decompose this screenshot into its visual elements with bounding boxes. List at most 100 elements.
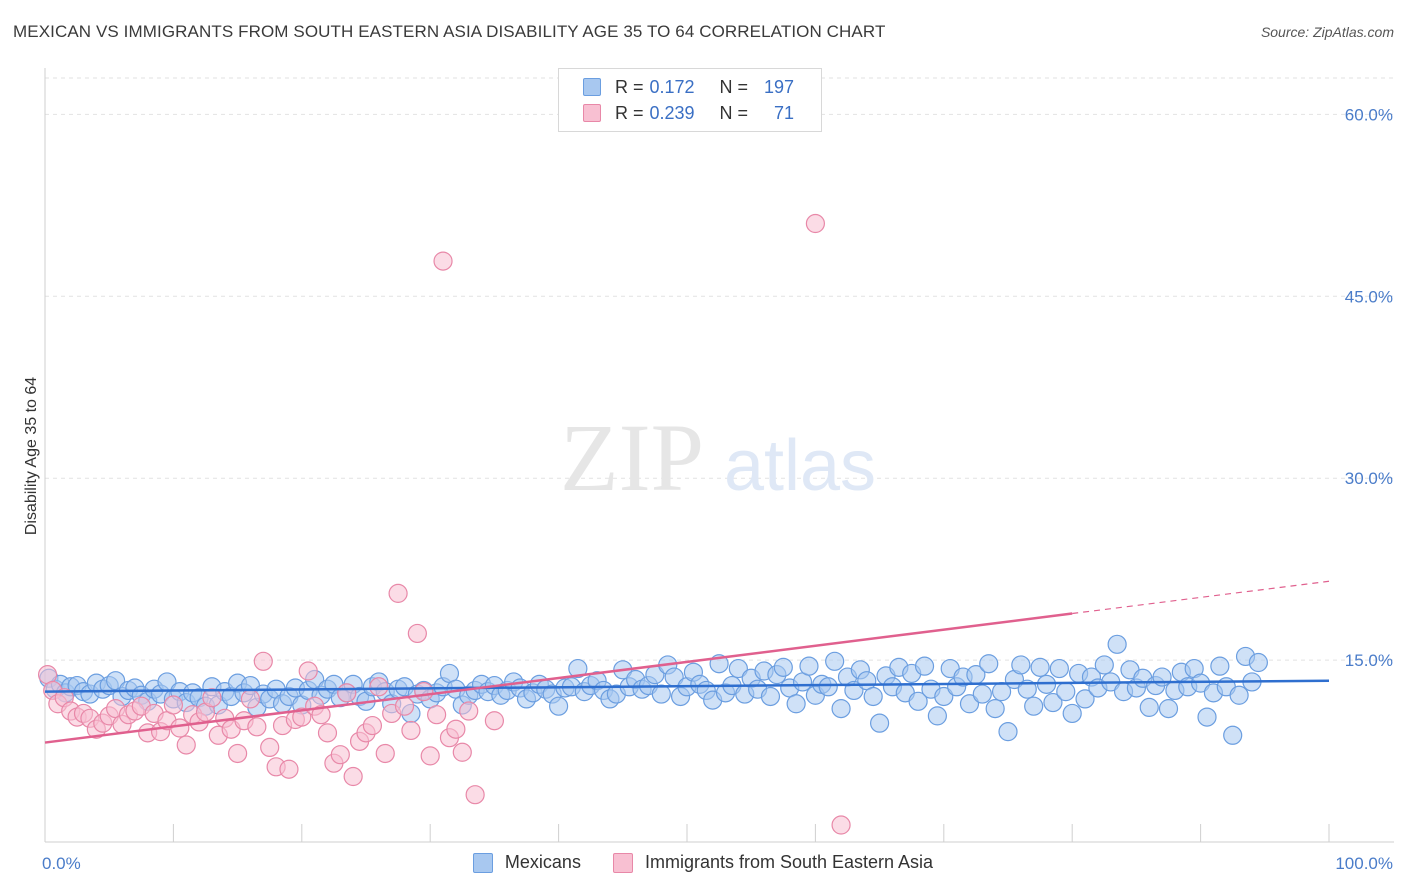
data-point xyxy=(414,682,434,702)
data-point xyxy=(446,719,466,739)
data-point xyxy=(548,696,569,716)
data-point xyxy=(1190,673,1211,693)
data-point xyxy=(253,651,273,671)
data-point xyxy=(651,684,671,704)
series-immigrants-sea xyxy=(37,213,851,835)
data-point xyxy=(934,686,954,707)
legend-n-value: 71 xyxy=(774,102,795,123)
legend-swatch-mexicans xyxy=(583,78,601,96)
data-point xyxy=(1158,699,1179,719)
data-point xyxy=(786,694,806,714)
legend-r-value: 0.239 xyxy=(649,102,695,123)
data-point xyxy=(1107,634,1127,654)
data-point xyxy=(799,656,819,676)
data-point xyxy=(1030,657,1050,677)
legend-item-immigrants-sea[interactable]: Immigrants from South Eastern Asia xyxy=(612,852,934,873)
data-point xyxy=(202,688,222,708)
chart-title: MEXICAN VS IMMIGRANTS FROM SOUTH EASTERN… xyxy=(13,22,886,41)
legend-label-immigrants-sea: Immigrants from South Eastern Asia xyxy=(644,852,934,872)
data-point xyxy=(260,737,280,758)
data-point xyxy=(1011,655,1031,675)
watermark-zip: ZIP xyxy=(560,404,704,511)
data-point xyxy=(825,651,845,671)
data-point xyxy=(337,683,357,703)
data-point xyxy=(1056,682,1076,702)
data-point xyxy=(407,623,427,644)
data-point xyxy=(1075,689,1095,709)
data-point xyxy=(401,720,421,741)
trend-lines xyxy=(44,580,1330,744)
data-point xyxy=(1049,658,1069,679)
legend-row-immigrants-sea: R = 0.239 N = 71 xyxy=(583,101,794,125)
data-point xyxy=(927,706,947,726)
data-point xyxy=(452,742,472,762)
watermark: ZIP atlas xyxy=(560,404,876,511)
series-legend: Mexicans Immigrants from South Eastern A… xyxy=(0,852,1406,873)
y-tick-label: 30.0% xyxy=(1345,469,1393,488)
data-point xyxy=(998,722,1018,742)
data-point xyxy=(1223,725,1243,745)
legend-r-value: 0.172 xyxy=(649,76,695,97)
data-point xyxy=(420,746,440,766)
data-point xyxy=(908,691,928,711)
data-point xyxy=(1139,697,1159,717)
data-point xyxy=(427,705,447,725)
data-point xyxy=(247,717,267,737)
data-point xyxy=(568,658,588,679)
legend-r-label: R = xyxy=(615,76,644,97)
data-point xyxy=(465,785,485,805)
trend-line xyxy=(44,679,1330,693)
watermark-atlas: atlas xyxy=(724,426,876,506)
y-tick-label: 45.0% xyxy=(1345,287,1393,306)
data-point xyxy=(1062,703,1082,724)
trend-line xyxy=(44,612,1073,744)
data-point xyxy=(330,745,350,765)
data-point xyxy=(728,658,748,679)
data-point xyxy=(279,759,299,779)
data-point xyxy=(760,686,781,707)
y-tick-label: 60.0% xyxy=(1345,105,1393,124)
correlation-legend: R = 0.172 N = 197 R = 0.239 N = 71 xyxy=(558,68,822,132)
data-point xyxy=(831,699,851,719)
data-point xyxy=(1043,692,1063,713)
x-tick-label: 100.0% xyxy=(1335,854,1393,873)
data-point xyxy=(484,711,504,731)
data-point xyxy=(805,213,826,234)
axes xyxy=(44,68,1394,843)
data-point xyxy=(818,677,838,697)
legend-swatch-mexicans xyxy=(472,852,493,873)
data-point xyxy=(914,656,935,676)
data-point xyxy=(433,251,453,271)
data-point xyxy=(863,686,883,707)
data-point xyxy=(972,684,992,704)
data-point xyxy=(1017,679,1037,699)
data-point xyxy=(343,766,363,787)
data-point xyxy=(362,715,383,736)
data-point xyxy=(831,815,851,835)
data-point xyxy=(163,695,183,715)
x-tick-label: 0.0% xyxy=(42,854,81,873)
grid-lines xyxy=(45,77,1394,661)
data-point xyxy=(311,705,331,725)
data-point xyxy=(292,707,312,727)
tick-labels: 15.0% 30.0% 45.0% 60.0% 0.0% 100.0% xyxy=(42,105,1393,873)
data-point xyxy=(1197,707,1217,727)
legend-n-label: N = xyxy=(719,102,749,123)
data-point xyxy=(959,694,980,714)
data-point xyxy=(170,718,190,738)
data-point xyxy=(1024,696,1044,716)
data-point xyxy=(317,723,338,743)
data-point xyxy=(1210,656,1230,676)
legend-item-mexicans[interactable]: Mexicans xyxy=(472,852,581,873)
data-point xyxy=(869,713,890,733)
y-axis-label: Disability Age 35 to 64 xyxy=(23,377,40,535)
legend-n-value: 197 xyxy=(763,76,795,97)
source-credit: Source: ZipAtlas.com xyxy=(1260,24,1394,40)
y-tick-label: 15.0% xyxy=(1345,651,1393,670)
data-point xyxy=(298,661,318,681)
data-point xyxy=(176,735,196,755)
data-point xyxy=(394,696,415,716)
legend-row-mexicans: R = 0.172 N = 197 xyxy=(583,75,794,99)
legend-label-mexicans: Mexicans xyxy=(504,852,581,872)
